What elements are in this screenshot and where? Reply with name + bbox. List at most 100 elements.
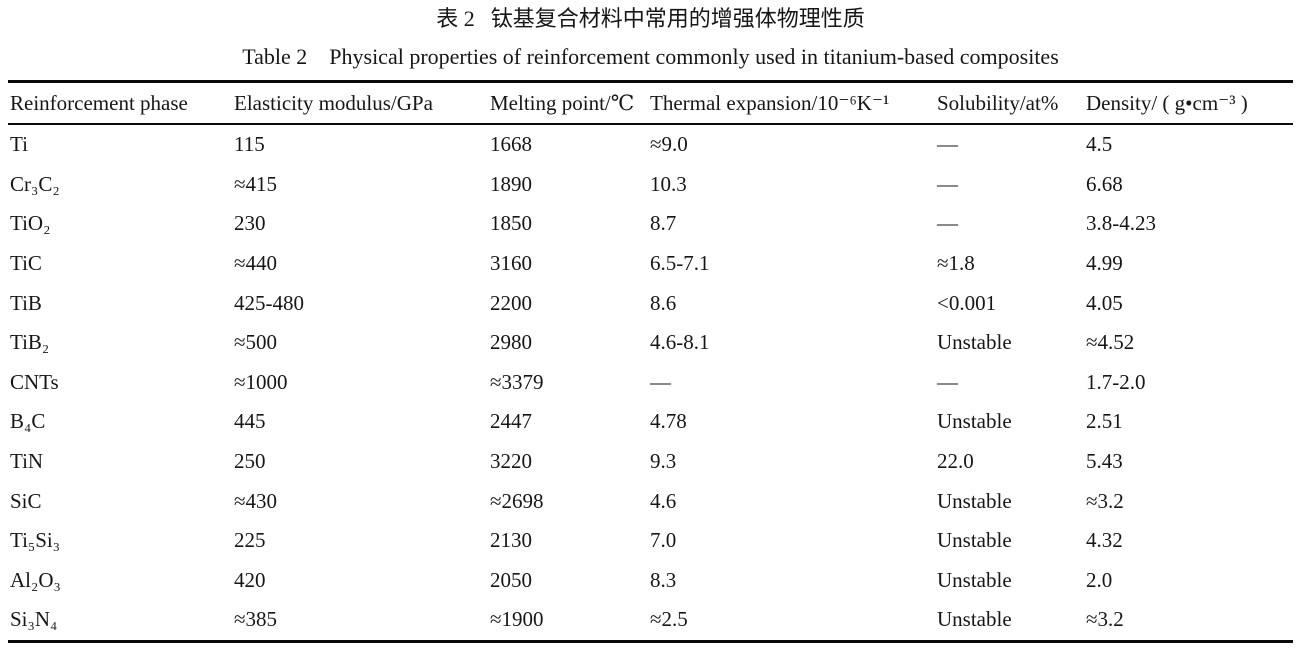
cell-thermal-expansion: — (650, 369, 671, 394)
cell-melting-point: 1850 (490, 211, 532, 236)
cell-melting-point: 1890 (490, 171, 532, 196)
column-header-solubility: Solubility/at% (935, 81, 1084, 125)
cell-density: ≈4.52 (1086, 330, 1135, 355)
cell-thermal-expansion: 10.3 (650, 171, 687, 196)
cell-melting-point: 2980 (490, 330, 532, 355)
cell-solubility: — (937, 211, 958, 236)
cell-density: 1.7-2.0 (1086, 369, 1146, 394)
table-caption-english-text: Physical properties of reinforcement com… (329, 44, 1059, 69)
cell-solubility: Unstable (937, 330, 1012, 355)
cell-solubility: Unstable (937, 409, 1012, 434)
table-row: SiC ≈430 ≈2698 4.6 Unstable ≈3.2 (8, 481, 1293, 521)
cell-solubility: 22.0 (937, 449, 974, 474)
column-header-elasticity-modulus: Elasticity modulus/GPa (232, 81, 488, 125)
cell-solubility: — (937, 171, 958, 196)
cell-density: ≈3.2 (1086, 607, 1124, 632)
cell-solubility: — (937, 132, 958, 157)
cell-thermal-expansion: 8.6 (650, 290, 677, 315)
cell-melting-point: ≈3379 (490, 369, 544, 394)
table-caption-chinese-text: 钛基复合材料中常用的增强体物理性质 (490, 6, 865, 31)
cell-thermal-expansion: 8.3 (650, 567, 677, 592)
table-caption-chinese: 表 2 钛基复合材料中常用的增强体物理性质 (0, 5, 1301, 33)
cell-thermal-expansion: 4.6 (650, 488, 677, 513)
cell-thermal-expansion: ≈9.0 (650, 132, 688, 157)
cell-solubility: Unstable (937, 528, 1012, 553)
cell-reinforcement-phase: TiB (10, 290, 42, 315)
cell-melting-point: 2447 (490, 409, 532, 434)
cell-thermal-expansion: 7.0 (650, 528, 677, 553)
cell-thermal-expansion: 8.7 (650, 211, 677, 236)
table-caption-chinese-label: 表 2 (436, 6, 475, 31)
cell-solubility: <0.001 (937, 290, 997, 315)
cell-melting-point: 1668 (490, 132, 532, 157)
cell-density: 2.51 (1086, 409, 1123, 434)
cell-density: 6.68 (1086, 171, 1123, 196)
cell-elasticity-modulus: 445 (234, 409, 266, 434)
table-row: Si₃N₄ ≈385 ≈1900 ≈2.5 Unstable ≈3.2 (8, 600, 1293, 641)
cell-reinforcement-phase: SiC (10, 488, 42, 513)
table-row: Cr₃C₂ ≈415 1890 10.3 — 6.68 (8, 165, 1293, 205)
cell-thermal-expansion: 6.5-7.1 (650, 251, 710, 276)
table-caption-english: Table 2 Physical properties of reinforcem… (0, 43, 1301, 71)
cell-thermal-expansion: ≈2.5 (650, 607, 688, 632)
table-row: TiO₂ 230 1850 8.7 — 3.8-4.23 (8, 204, 1293, 244)
column-header-density: Density/ ( g•cm⁻³ ) (1084, 81, 1293, 125)
cell-elasticity-modulus: ≈385 (234, 607, 278, 632)
cell-reinforcement-phase: TiB₂ (10, 330, 50, 355)
column-header-thermal-expansion: Thermal expansion/10⁻⁶K⁻¹ (648, 81, 935, 125)
table-row: TiB₂ ≈500 2980 4.6-8.1 Unstable ≈4.52 (8, 323, 1293, 363)
cell-reinforcement-phase: TiN (10, 449, 44, 474)
cell-solubility: Unstable (937, 607, 1012, 632)
cell-melting-point: ≈1900 (490, 607, 544, 632)
cell-solubility: Unstable (937, 488, 1012, 513)
table-row: TiC ≈440 3160 6.5-7.1 ≈1.8 4.99 (8, 244, 1293, 284)
reinforcement-properties-table: Reinforcement phase Elasticity modulus/G… (8, 80, 1293, 643)
cell-reinforcement-phase: Al₂O₃ (10, 567, 61, 592)
cell-thermal-expansion: 4.6-8.1 (650, 330, 710, 355)
table-body: Ti 115 1668 ≈9.0 — 4.5 Cr₃C₂ ≈415 1890 1… (8, 124, 1293, 641)
table-row: TiN 250 3220 9.3 22.0 5.43 (8, 442, 1293, 482)
column-header-reinforcement-phase: Reinforcement phase (8, 81, 232, 125)
cell-solubility: — (937, 369, 958, 394)
table-row: CNTs ≈1000 ≈3379 — — 1.7-2.0 (8, 363, 1293, 403)
cell-density: 4.32 (1086, 528, 1123, 553)
column-header-melting-point: Melting point/℃ (488, 81, 648, 125)
cell-elasticity-modulus: ≈415 (234, 171, 278, 196)
table-caption-english-label: Table 2 (242, 44, 308, 69)
cell-melting-point: 3160 (490, 251, 532, 276)
cell-elasticity-modulus: 425-480 (234, 290, 304, 315)
cell-elasticity-modulus: 225 (234, 528, 266, 553)
cell-solubility: Unstable (937, 567, 1012, 592)
cell-elasticity-modulus: ≈430 (234, 488, 278, 513)
cell-elasticity-modulus: ≈1000 (234, 369, 288, 394)
cell-density: 5.43 (1086, 449, 1123, 474)
cell-reinforcement-phase: Ti₅Si₃ (10, 528, 61, 553)
table-row: TiB 425-480 2200 8.6 <0.001 4.05 (8, 283, 1293, 323)
cell-density: 4.99 (1086, 251, 1123, 276)
cell-melting-point: ≈2698 (490, 488, 544, 513)
cell-reinforcement-phase: CNTs (10, 369, 59, 394)
cell-melting-point: 2130 (490, 528, 532, 553)
table-header-row: Reinforcement phase Elasticity modulus/G… (8, 81, 1293, 125)
cell-thermal-expansion: 9.3 (650, 449, 677, 474)
cell-reinforcement-phase: Si₃N₄ (10, 607, 58, 632)
cell-solubility: ≈1.8 (937, 251, 975, 276)
cell-reinforcement-phase: Cr₃C₂ (10, 171, 60, 196)
cell-reinforcement-phase: Ti (10, 132, 28, 157)
cell-elasticity-modulus: 420 (234, 567, 266, 592)
cell-reinforcement-phase: TiC (10, 251, 42, 276)
cell-elasticity-modulus: 250 (234, 449, 266, 474)
cell-reinforcement-phase: TiO₂ (10, 211, 51, 236)
table-row: Al₂O₃ 420 2050 8.3 Unstable 2.0 (8, 561, 1293, 601)
cell-density: 3.8-4.23 (1086, 211, 1156, 236)
cell-elasticity-modulus: ≈440 (234, 251, 278, 276)
cell-melting-point: 2200 (490, 290, 532, 315)
cell-density: ≈3.2 (1086, 488, 1124, 513)
cell-elasticity-modulus: ≈500 (234, 330, 278, 355)
cell-density: 4.05 (1086, 290, 1123, 315)
cell-density: 2.0 (1086, 567, 1113, 592)
table-row: B₄C 445 2447 4.78 Unstable 2.51 (8, 402, 1293, 442)
table-row: Ti 115 1668 ≈9.0 — 4.5 (8, 124, 1293, 165)
cell-reinforcement-phase: B₄C (10, 409, 46, 434)
cell-melting-point: 2050 (490, 567, 532, 592)
